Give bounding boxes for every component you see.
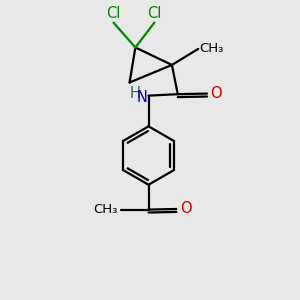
Text: Cl: Cl [147,6,162,21]
Text: CH₃: CH₃ [93,203,117,216]
Text: O: O [180,202,191,217]
Text: H: H [130,86,140,101]
Text: Cl: Cl [106,6,121,21]
Text: N: N [136,91,147,106]
Text: CH₃: CH₃ [200,42,224,56]
Text: O: O [211,86,222,101]
